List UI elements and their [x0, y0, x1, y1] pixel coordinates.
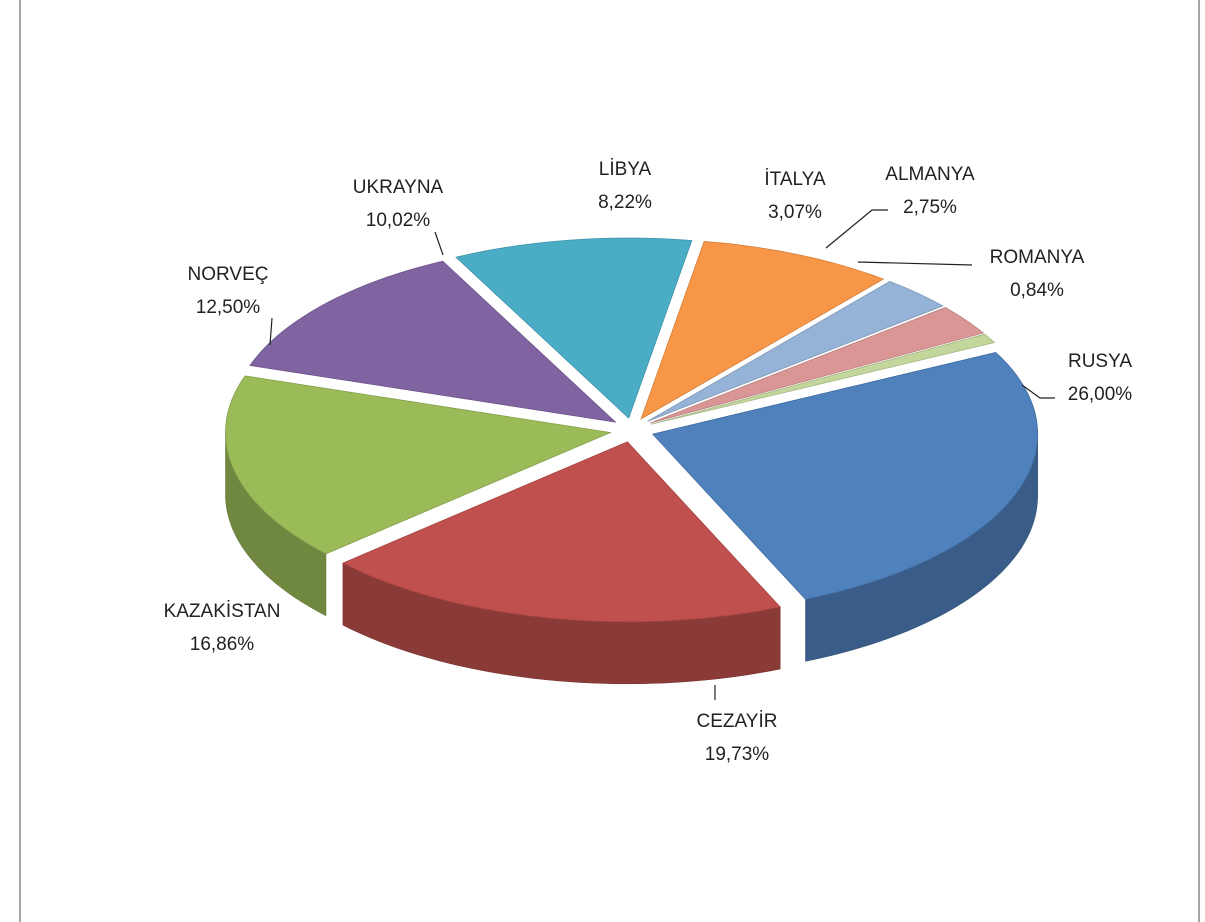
data-label-value: 3,07%: [768, 202, 822, 223]
data-label-value: 19,73%: [705, 744, 770, 765]
slice: [640, 240, 885, 420]
slice-tops: [225, 237, 1039, 623]
leader-line: [269, 317, 273, 346]
data-label-value: 10,02%: [366, 210, 431, 231]
data-label-name: ROMANYA: [990, 247, 1085, 268]
data-label-value: 0,84%: [1010, 280, 1064, 301]
slice: [225, 375, 612, 555]
slice: [651, 351, 1039, 600]
slice: [341, 441, 781, 623]
data-label-name: NORVEÇ: [188, 264, 269, 285]
leader-line: [825, 209, 888, 249]
data-label-name: ALMANYA: [885, 164, 975, 185]
slice: [249, 260, 617, 423]
slice: [455, 237, 693, 419]
data-label-name: KAZAKİSTAN: [164, 601, 281, 622]
data-label-name: UKRAYNA: [353, 177, 444, 198]
leader-line: [434, 231, 444, 256]
data-label-value: 16,86%: [190, 634, 255, 655]
slice: [649, 307, 985, 424]
slice: [651, 333, 996, 425]
leader-line: [857, 261, 973, 266]
data-label-name: LİBYA: [599, 159, 652, 180]
leader-line: [1021, 384, 1055, 399]
slice: [647, 281, 944, 422]
data-label-name: RUSYA: [1068, 351, 1132, 372]
data-label-value: 12,50%: [196, 297, 261, 318]
data-label-value: 26,00%: [1068, 384, 1133, 405]
data-label-name: CEZAYİR: [697, 711, 778, 732]
data-label-value: 8,22%: [598, 192, 652, 213]
data-label-value: 2,75%: [903, 197, 957, 218]
data-label-name: İTALYA: [764, 169, 826, 190]
